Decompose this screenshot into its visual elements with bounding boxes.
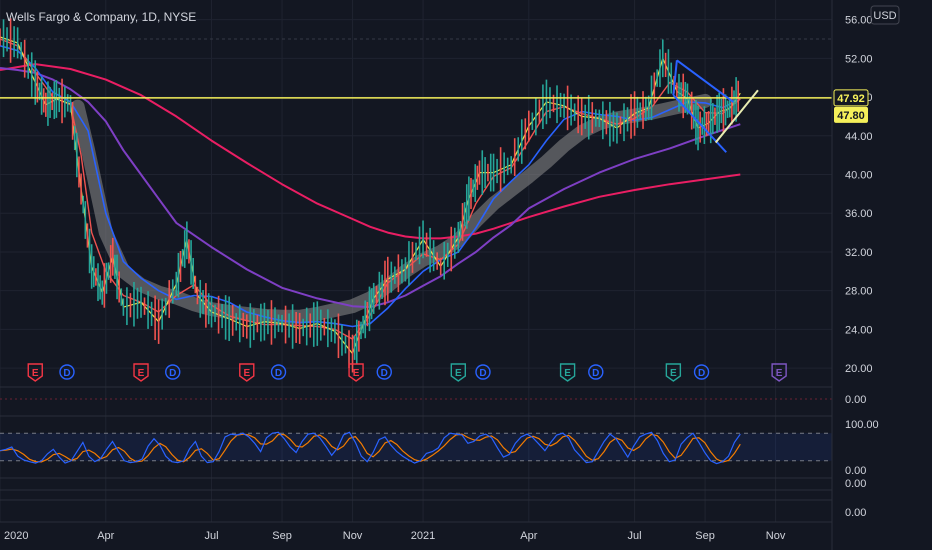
time-tick-label: Nov (766, 530, 786, 542)
oscillator-slow-line (0, 433, 741, 463)
earnings-icon[interactable] (133, 363, 149, 382)
oscillator-tick-label: 0.00 (845, 465, 866, 477)
dividend-icon[interactable] (270, 364, 287, 380)
ma-price-tag: 47.80 (834, 106, 868, 123)
last-price-label: 47.92 (837, 93, 865, 105)
panel-separators (0, 386, 932, 501)
time-tick-label: Jul (628, 530, 642, 542)
event-marker-label: D (381, 368, 388, 379)
ma-price-label: 47.80 (837, 110, 865, 122)
pattern-line[interactable] (676, 59, 734, 103)
event-marker-label: D (169, 368, 176, 379)
dividend-icon[interactable] (165, 364, 181, 380)
event-marker-label: E (32, 368, 39, 379)
pattern-drawings[interactable] (672, 59, 759, 153)
price-tick-label: 40.00 (845, 170, 873, 182)
pattern-line[interactable] (672, 60, 678, 96)
time-axis-ticks: 2020 Apr Jul Sep Nov 2021 Apr Jul Sep Nov (4, 530, 786, 542)
price-tick-label: 32.00 (845, 247, 873, 259)
time-tick-label: Jul (204, 530, 218, 542)
oscillator-axis-ticks: 100.00 0.00 (845, 419, 879, 477)
last-price-tag: 47.92 (833, 89, 869, 107)
event-marker-label: E (243, 368, 250, 379)
price-tick-label: 20.00 (845, 363, 873, 375)
earnings-icon[interactable] (559, 363, 576, 382)
panel-tick-label: 0.00 (845, 394, 866, 406)
dividend-icon[interactable] (376, 364, 392, 380)
oscillator-tick-label: 100.00 (845, 419, 879, 431)
dividend-icon[interactable] (693, 364, 710, 380)
price-tick-label: 28.00 (845, 286, 873, 298)
pattern-line[interactable] (714, 89, 759, 144)
earnings-icon[interactable] (27, 363, 43, 382)
time-tick-label: Sep (695, 530, 715, 542)
event-marker-label: E (353, 368, 360, 379)
price-tick-label: 36.00 (845, 208, 873, 220)
currency-badge[interactable] (870, 5, 900, 25)
currency-label: USD (873, 10, 896, 22)
earnings-icon[interactable] (771, 363, 787, 382)
event-marker-label: E (138, 368, 145, 379)
price-line (0, 36, 741, 355)
chart-title: Wells Fargo & Company, 1D, NYSE (6, 10, 196, 24)
event-marker-label: E (455, 368, 462, 379)
event-marker-label: D (479, 368, 486, 379)
time-tick-label: Nov (343, 530, 363, 542)
earnings-icon[interactable] (348, 363, 364, 382)
oscillator-panel (0, 431, 832, 465)
event-marker-label: E (776, 368, 783, 379)
time-tick-label: 2020 (4, 530, 28, 542)
time-tick-label: Sep (272, 530, 292, 542)
event-marker-label: E (670, 368, 677, 379)
price-tick-label: 56.00 (845, 15, 873, 27)
earnings-icon[interactable] (665, 363, 682, 382)
price-tick-label: 52.00 (845, 53, 873, 65)
event-marker-label: D (592, 368, 599, 379)
earnings-icon[interactable] (450, 363, 467, 382)
panel-tick-label: 0.00 (845, 507, 866, 519)
price-tick-label: 24.00 (845, 324, 873, 336)
event-marker-label: D (275, 368, 282, 379)
event-marker-label: D (698, 368, 705, 379)
oscillator-fast-line (0, 431, 741, 465)
price-tick-label: 44.00 (845, 131, 873, 143)
time-tick-label: Apr (97, 530, 114, 542)
pattern-line[interactable] (672, 94, 727, 153)
price-series (0, 18, 741, 373)
earnings-icon[interactable] (239, 363, 255, 382)
time-tick-label: Apr (520, 530, 537, 542)
price-grid (0, 0, 832, 522)
dividend-icon[interactable] (475, 364, 491, 380)
dividend-icon[interactable] (588, 364, 604, 380)
time-tick-label: 2021 (411, 530, 435, 542)
panel-tick-label: 0.00 (845, 478, 866, 490)
ma-line-ma100 (0, 67, 741, 309)
event-marker-label: E (564, 368, 571, 379)
ma-line-ma200 (0, 63, 741, 240)
dividend-icon[interactable] (59, 364, 75, 380)
event-marker-label: D (63, 368, 70, 379)
